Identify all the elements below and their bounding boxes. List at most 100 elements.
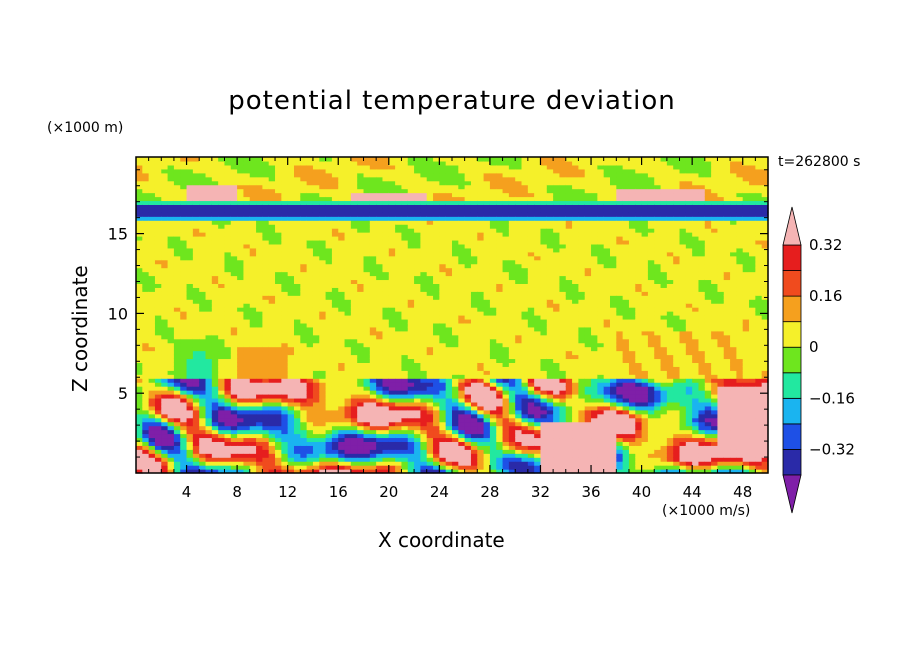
heatmap-cell — [142, 334, 150, 340]
heatmap-cell — [376, 263, 384, 269]
heatmap-cell — [350, 157, 358, 162]
heatmap-cell — [388, 378, 396, 383]
heatmap-cell — [249, 401, 257, 407]
heatmap-cell — [237, 220, 245, 225]
heatmap-cell — [452, 275, 459, 281]
heatmap-cell — [502, 334, 510, 340]
heatmap-cell — [173, 453, 181, 458]
heatmap-cell — [452, 417, 459, 423]
heatmap-cell — [338, 390, 346, 395]
heatmap-cell — [407, 208, 415, 213]
heatmap-cell — [136, 247, 143, 253]
heatmap-cell — [414, 338, 421, 344]
heatmap-cell — [458, 429, 466, 435]
heatmap-cell — [218, 453, 226, 458]
heatmap-cell — [426, 263, 434, 269]
heatmap-cell — [325, 382, 333, 387]
heatmap-cell — [515, 208, 523, 213]
heatmap-cell — [433, 176, 440, 182]
heatmap-cell — [344, 425, 352, 431]
heatmap-cell — [237, 334, 245, 340]
heatmap-cell — [350, 275, 358, 281]
heatmap-cell — [382, 216, 390, 221]
heatmap-cell — [502, 295, 510, 300]
heatmap-cell — [294, 311, 301, 316]
heatmap-cell — [300, 405, 308, 411]
heatmap-cell — [224, 220, 232, 225]
heatmap-cell — [350, 366, 358, 371]
heatmap-cell — [382, 346, 390, 352]
heatmap-cell — [262, 259, 270, 265]
heatmap-cell — [173, 157, 181, 162]
heatmap-cell — [331, 303, 339, 308]
heatmap-cell — [515, 394, 523, 399]
heatmap-cell — [199, 303, 207, 308]
heatmap-cell — [433, 405, 440, 411]
heatmap-cell — [230, 315, 238, 320]
heatmap-cell — [218, 449, 226, 454]
heatmap-cell — [262, 236, 270, 241]
heatmap-cell — [218, 457, 226, 462]
heatmap-cell — [338, 204, 346, 209]
heatmap-cell — [230, 243, 238, 249]
heatmap-cell — [496, 397, 504, 403]
heatmap-cell — [376, 326, 384, 332]
heatmap-cell — [489, 255, 497, 261]
heatmap-cell — [306, 216, 314, 221]
heatmap-cell — [382, 247, 390, 253]
heatmap-cell — [338, 243, 346, 249]
heatmap-cell — [515, 255, 523, 261]
heatmap-cell — [300, 232, 308, 237]
heatmap-cell — [426, 291, 434, 296]
heatmap-cell — [344, 409, 352, 415]
heatmap-cell — [205, 212, 213, 217]
heatmap-cell — [388, 263, 396, 269]
heatmap-cell — [294, 453, 301, 458]
heatmap-cell — [521, 291, 529, 296]
heatmap-cell — [470, 318, 478, 324]
heatmap-cell — [338, 330, 346, 336]
heatmap-cell — [249, 172, 257, 178]
heatmap-cell — [262, 247, 270, 253]
heatmap-cell — [199, 334, 207, 340]
heatmap-cell — [249, 405, 257, 411]
heatmap-cell — [199, 299, 207, 304]
heatmap-cell — [199, 196, 207, 202]
heatmap-cell — [230, 255, 238, 261]
heatmap-cell — [312, 378, 320, 383]
heatmap-cell — [477, 236, 485, 241]
heatmap-cell — [344, 263, 352, 269]
heatmap-cell — [470, 409, 478, 415]
heatmap-cell — [344, 417, 352, 423]
heatmap-cell — [180, 275, 188, 281]
heatmap-cell — [515, 318, 523, 324]
heatmap-cell — [350, 176, 358, 182]
heatmap-cell — [515, 243, 523, 249]
heatmap-cell — [262, 228, 270, 233]
heatmap-cell — [281, 378, 289, 383]
heatmap-cell — [363, 338, 371, 344]
heatmap-cell — [395, 184, 403, 190]
heatmap-cell — [508, 378, 516, 383]
heatmap-cell — [376, 157, 384, 162]
heatmap-cell — [237, 322, 245, 328]
heatmap-cell — [148, 291, 156, 296]
heatmap-cell — [312, 457, 320, 462]
heatmap-cell — [224, 445, 232, 450]
heatmap-cell — [300, 247, 308, 253]
heatmap-cell — [249, 330, 257, 336]
heatmap-cell — [186, 168, 194, 174]
heatmap-cell — [262, 378, 270, 383]
heatmap-cell — [192, 417, 200, 423]
heatmap-cell — [496, 358, 504, 363]
heatmap-cell — [502, 338, 510, 344]
heatmap-cell — [268, 425, 276, 431]
heatmap-cell — [489, 196, 497, 202]
heatmap-cell — [515, 441, 523, 446]
heatmap-cell — [256, 299, 263, 304]
heatmap-cell — [395, 315, 403, 320]
heatmap-cell — [445, 236, 453, 241]
heatmap-cell — [477, 228, 485, 233]
heatmap-cell — [395, 370, 403, 375]
heatmap-cell — [230, 413, 238, 419]
